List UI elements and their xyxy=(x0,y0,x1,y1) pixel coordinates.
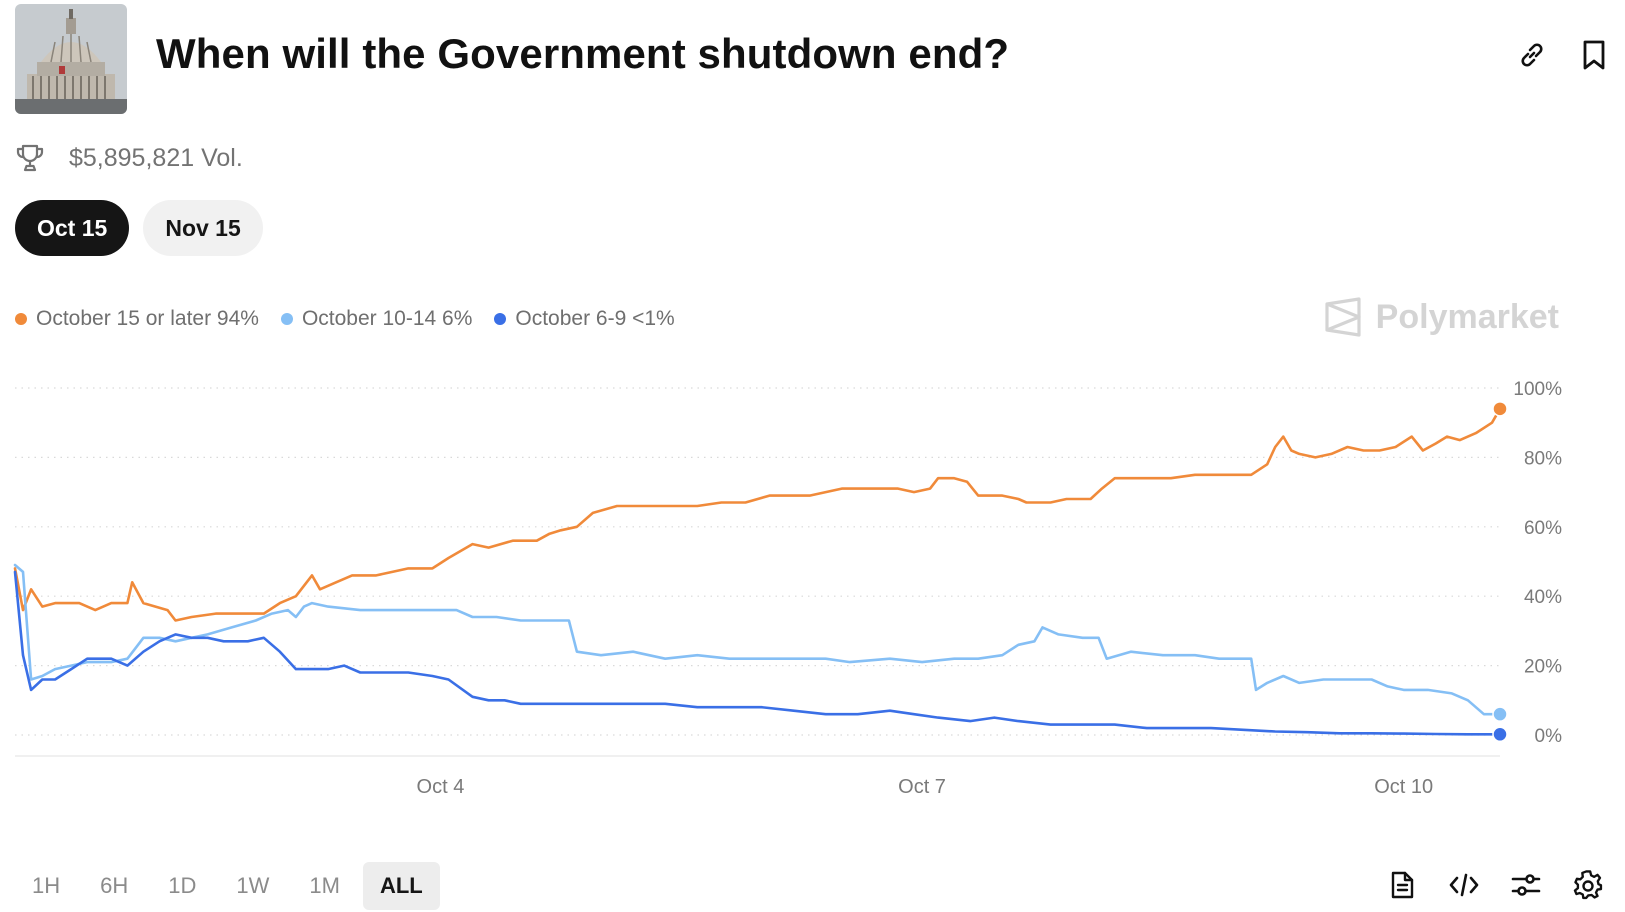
time-range-selector: 1H 6H 1D 1W 1M ALL xyxy=(15,862,440,910)
bookmark-icon[interactable] xyxy=(1577,38,1611,72)
link-icon[interactable] xyxy=(1515,38,1549,72)
range-1w[interactable]: 1W xyxy=(236,873,270,898)
code-icon[interactable] xyxy=(1447,868,1481,902)
y-tick-label: 20% xyxy=(1524,657,1562,678)
range-1h[interactable]: 1H xyxy=(32,873,61,898)
legend-dot xyxy=(494,313,507,325)
series-line-2 xyxy=(13,570,1502,736)
market-thumbnail xyxy=(15,4,127,114)
y-tick-label: 40% xyxy=(1524,587,1562,608)
legend-dot xyxy=(280,313,293,325)
y-tick-label: 100% xyxy=(1513,379,1562,400)
x-tick-label: Oct 4 xyxy=(417,776,465,798)
legend-label: October 10-14 6% xyxy=(301,307,473,330)
tab-oct-15[interactable]: Oct 15 xyxy=(15,200,130,256)
trophy-icon xyxy=(16,144,44,172)
volume-stat: $5,895,821 Vol. xyxy=(15,143,243,173)
gear-icon[interactable] xyxy=(1571,868,1605,902)
range-all[interactable]: ALL xyxy=(362,862,440,910)
polymarket-watermark: Polymarket xyxy=(1324,296,1559,338)
probability-line-chart: 100% 80% 60% 40% 20% 0% Oct 4 Oct 7 Oct 10 xyxy=(13,379,1563,798)
document-icon[interactable] xyxy=(1385,868,1419,902)
legend-dot xyxy=(15,313,27,325)
page-title: When will the Government shutdown end? xyxy=(156,30,1010,77)
y-tick-label: 0% xyxy=(1535,726,1563,747)
range-1m[interactable]: 1M xyxy=(309,873,340,898)
series-endpoint-2 xyxy=(1492,726,1508,743)
tab-nov-15[interactable]: Nov 15 xyxy=(143,200,263,256)
series-endpoint-0 xyxy=(1492,401,1508,417)
sliders-icon[interactable] xyxy=(1509,868,1543,902)
y-tick-label: 80% xyxy=(1524,448,1562,469)
outcome-date-tabs: Oct 15 Nov 15 xyxy=(15,200,263,256)
legend-item-oct-6-9: October 6-9 <1% xyxy=(494,307,675,331)
brand-name: Polymarket xyxy=(1375,297,1559,336)
series-endpoint-1 xyxy=(1492,706,1508,722)
x-tick-label: Oct 7 xyxy=(898,776,946,798)
polymarket-logo-icon xyxy=(1325,297,1361,337)
capitol-dome-image xyxy=(15,4,127,114)
legend-label: October 15 or later 94% xyxy=(36,307,259,330)
series-line-0 xyxy=(13,407,1502,622)
x-tick-label: Oct 10 xyxy=(1374,776,1433,798)
legend-item-oct-10-14: October 10-14 6% xyxy=(280,307,473,331)
legend-item-oct-15-or-later: October 15 or later 94% xyxy=(15,307,259,331)
range-1d[interactable]: 1D xyxy=(168,873,197,898)
range-6h[interactable]: 6H xyxy=(100,873,129,898)
chart-legend: October 15 or later 94% October 10-14 6%… xyxy=(15,307,675,331)
series-line-1 xyxy=(13,563,1502,716)
y-tick-label: 60% xyxy=(1524,518,1562,539)
legend-label: October 6-9 <1% xyxy=(515,307,675,330)
volume-text: $5,895,821 Vol. xyxy=(69,143,243,172)
